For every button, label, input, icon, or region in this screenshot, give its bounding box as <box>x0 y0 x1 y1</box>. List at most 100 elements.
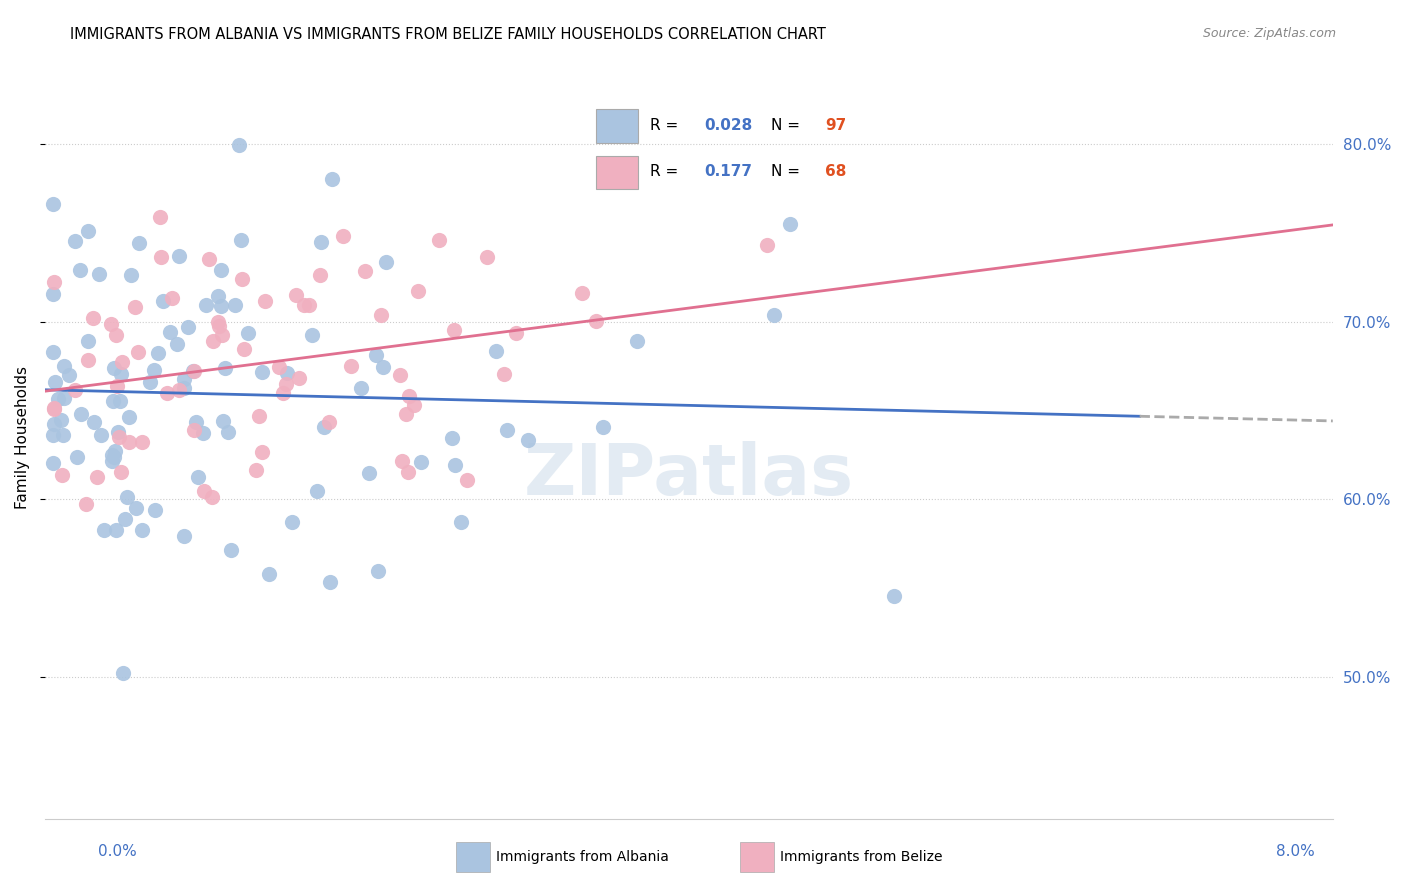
FancyBboxPatch shape <box>596 110 638 144</box>
Point <box>409 455 432 469</box>
FancyBboxPatch shape <box>596 155 638 189</box>
Text: 97: 97 <box>825 119 846 133</box>
Point <box>127 345 149 359</box>
Point <box>146 346 169 360</box>
Point <box>75 497 97 511</box>
Point <box>107 425 129 439</box>
Point <box>404 398 426 412</box>
Point <box>105 378 128 392</box>
Point <box>354 264 377 278</box>
Point <box>76 353 98 368</box>
Point <box>149 210 172 224</box>
Point <box>46 392 69 406</box>
Point <box>211 328 233 343</box>
Point <box>51 413 73 427</box>
Text: N =: N = <box>770 119 804 133</box>
Point <box>882 589 904 603</box>
Point <box>160 292 183 306</box>
Point <box>209 262 232 277</box>
Point <box>93 523 115 537</box>
Point <box>131 435 153 450</box>
Point <box>103 360 125 375</box>
Point <box>110 367 132 381</box>
Point <box>114 512 136 526</box>
Point <box>183 364 205 378</box>
Point <box>193 484 215 499</box>
Point <box>254 293 277 308</box>
Point <box>202 334 225 348</box>
Point <box>58 368 80 382</box>
Point <box>167 383 190 397</box>
Text: ZIPatlas: ZIPatlas <box>524 441 853 509</box>
Point <box>350 381 373 395</box>
Point <box>155 386 177 401</box>
Point <box>249 409 271 424</box>
Point <box>450 515 472 529</box>
Point <box>211 414 233 428</box>
Point <box>285 288 308 302</box>
Point <box>312 419 335 434</box>
Point <box>143 502 166 516</box>
Point <box>69 263 91 277</box>
Point <box>183 423 205 437</box>
Point <box>224 298 246 312</box>
Point <box>44 402 66 417</box>
Point <box>269 359 291 374</box>
Point <box>124 300 146 314</box>
FancyBboxPatch shape <box>456 842 489 872</box>
Point <box>176 320 198 334</box>
Point <box>142 362 165 376</box>
Point <box>105 327 128 342</box>
Point <box>274 377 297 392</box>
Point <box>311 235 333 249</box>
Point <box>101 454 124 468</box>
Point <box>77 224 100 238</box>
Point <box>100 317 122 331</box>
Point <box>357 466 380 480</box>
Point <box>779 217 801 231</box>
Point <box>233 342 256 356</box>
Point <box>104 523 127 537</box>
Point <box>484 344 506 359</box>
Point <box>391 454 413 468</box>
Point <box>83 415 105 429</box>
Point <box>173 529 195 543</box>
Point <box>77 334 100 349</box>
Text: 68: 68 <box>825 164 846 179</box>
Point <box>52 392 75 406</box>
Point <box>86 469 108 483</box>
Text: N =: N = <box>770 164 804 179</box>
Point <box>396 465 419 479</box>
Point <box>592 419 614 434</box>
Point <box>367 564 389 578</box>
Point <box>228 138 250 153</box>
Point <box>44 401 66 416</box>
Point <box>250 365 273 379</box>
Point <box>245 463 267 477</box>
Point <box>516 433 538 447</box>
Point <box>159 325 181 339</box>
Point <box>371 359 394 374</box>
Point <box>104 444 127 458</box>
Point <box>111 355 134 369</box>
Point <box>207 315 229 329</box>
Point <box>152 293 174 308</box>
Point <box>238 326 260 340</box>
Point <box>70 407 93 421</box>
Point <box>398 388 420 402</box>
Point <box>198 252 221 266</box>
Point <box>427 233 450 247</box>
Point <box>63 234 86 248</box>
Point <box>201 490 224 504</box>
Point <box>443 458 465 473</box>
Point <box>186 415 208 429</box>
Point <box>321 171 343 186</box>
Point <box>195 298 218 312</box>
Text: Source: ZipAtlas.com: Source: ZipAtlas.com <box>1202 27 1336 40</box>
Point <box>82 311 104 326</box>
Point <box>181 364 204 378</box>
Point <box>292 298 315 312</box>
Point <box>108 393 131 408</box>
Point <box>111 665 134 680</box>
Point <box>318 416 340 430</box>
